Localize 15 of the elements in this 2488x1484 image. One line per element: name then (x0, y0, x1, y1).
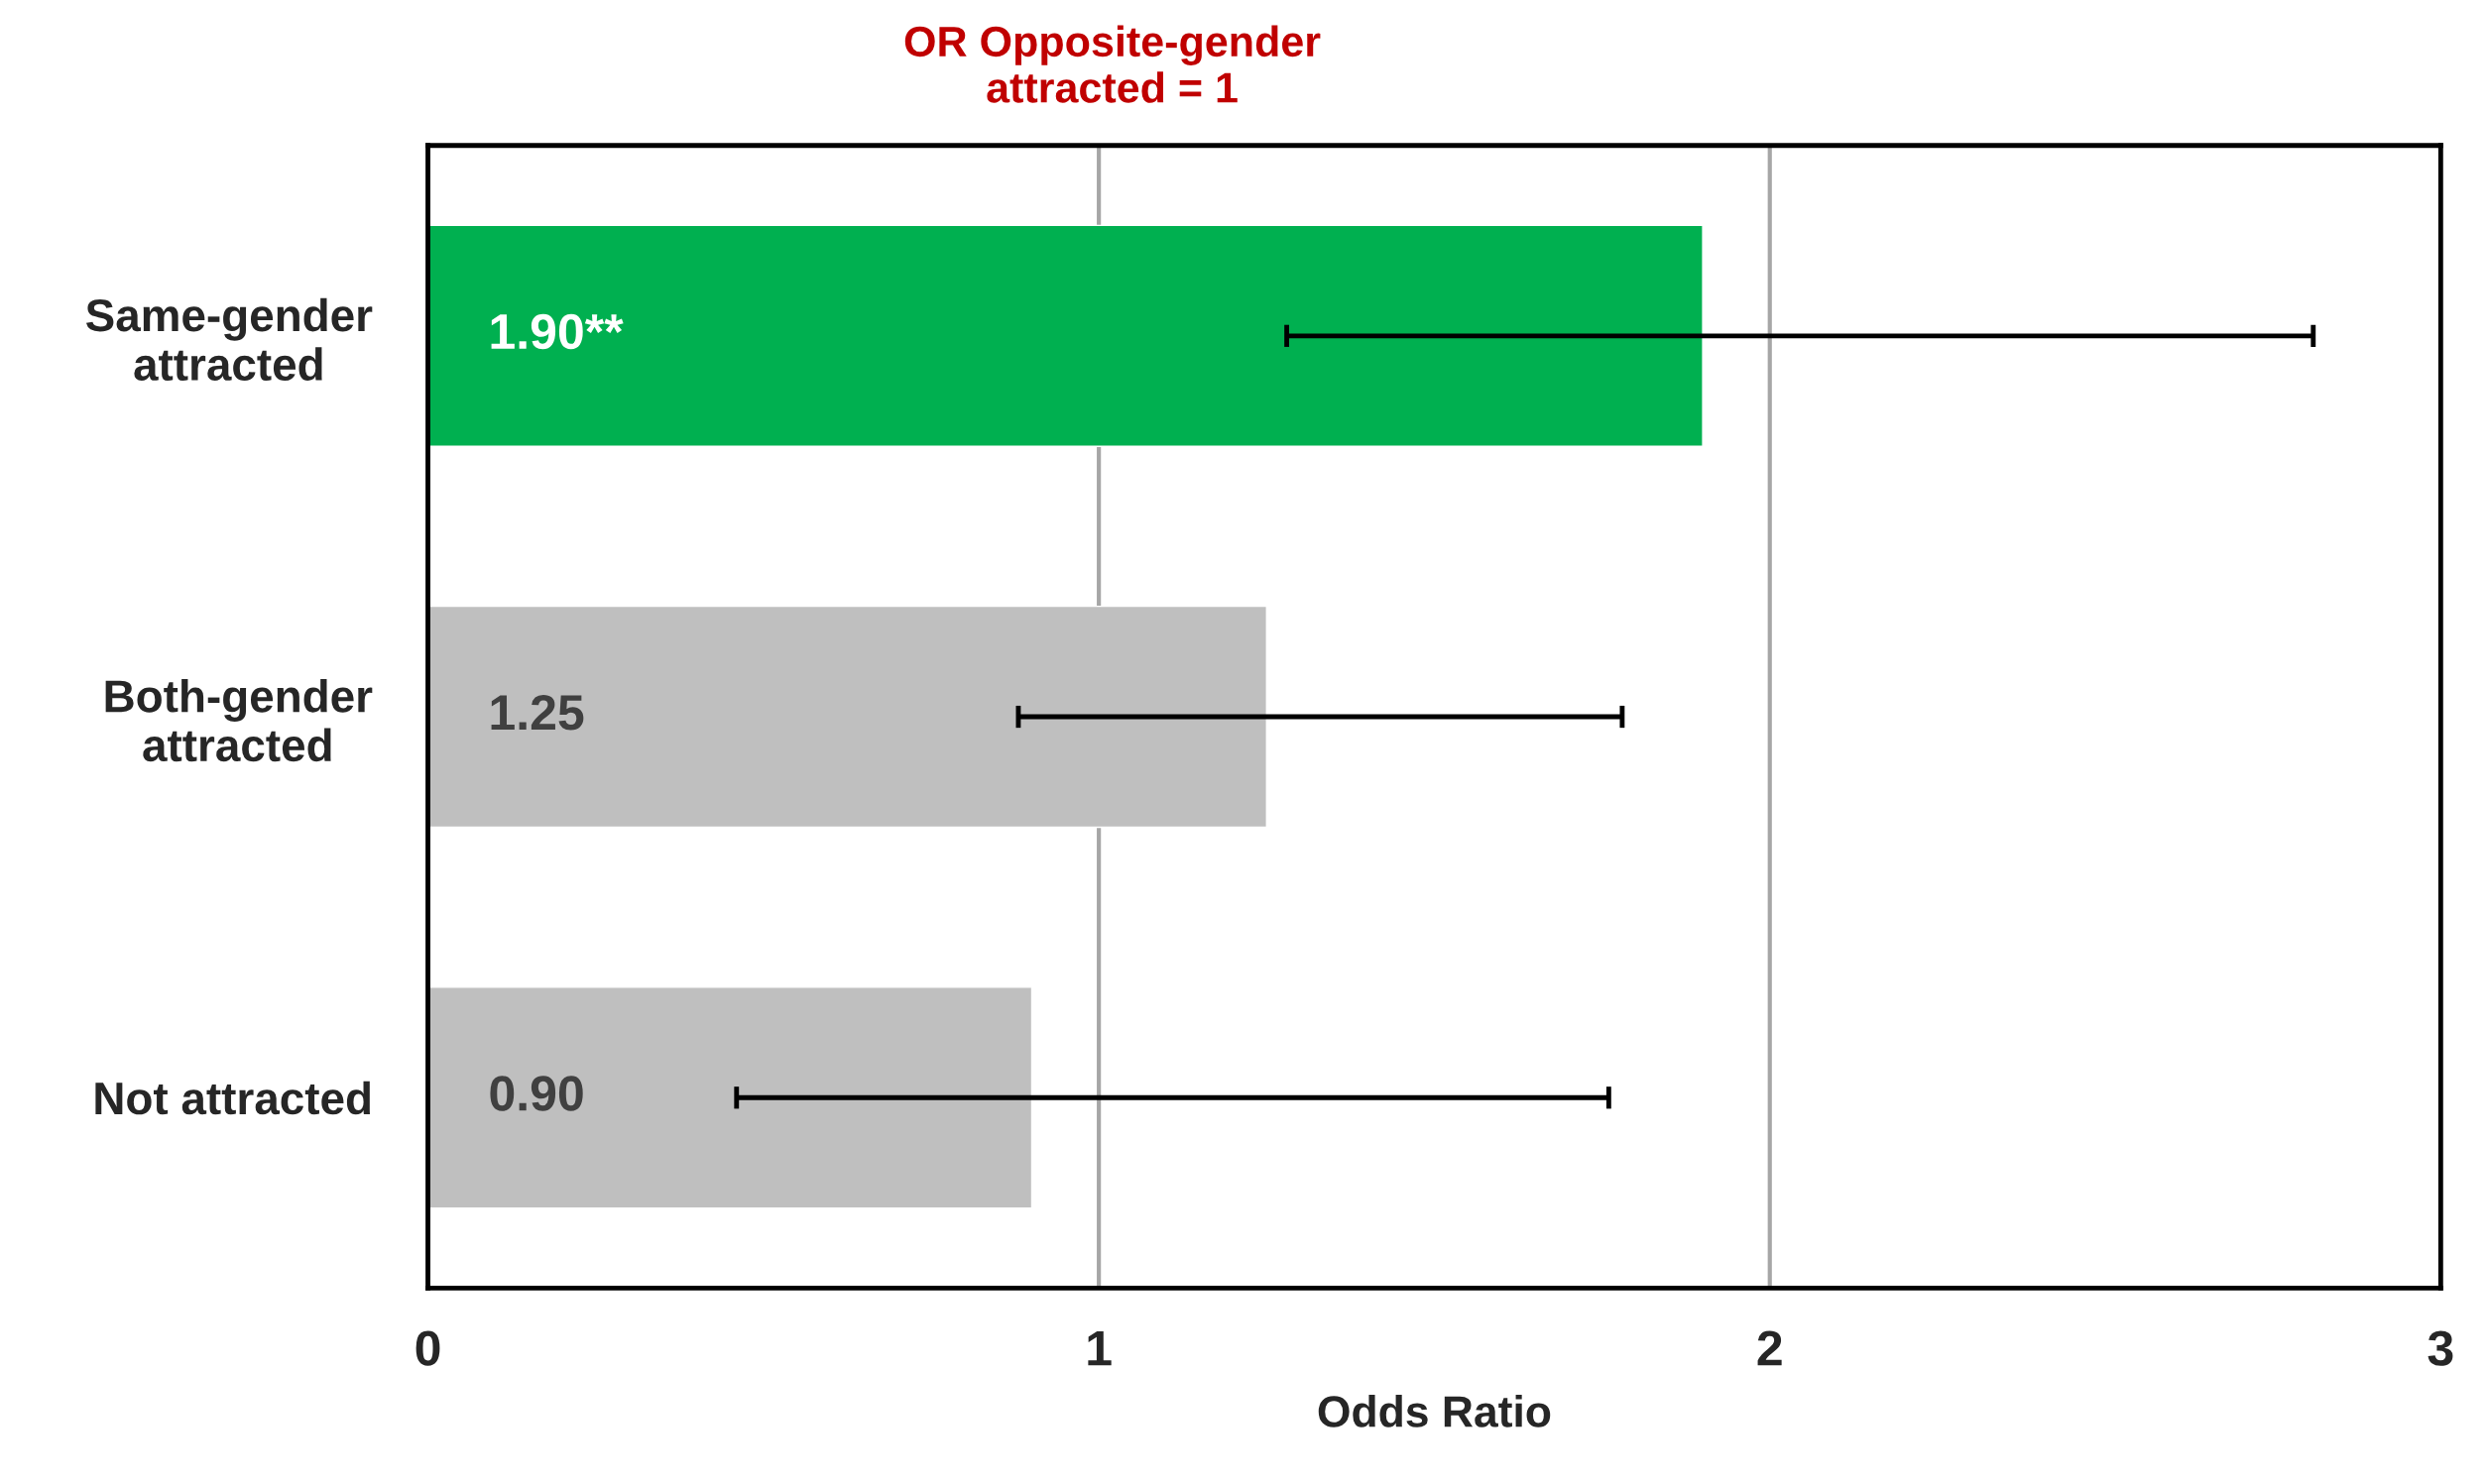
x-tick-label: 1 (1088, 1330, 1112, 1366)
y-tick-label: Not attracted (95, 1081, 370, 1115)
data-label: 1.25 (491, 695, 584, 731)
data-label: 0.90 (490, 1076, 583, 1111)
bar (427, 224, 1704, 447)
y-tick-label: Both-gender attracted (105, 678, 373, 762)
text: OR Opposite-gender attracted = 1 (904, 25, 1321, 103)
x-tick-label: 0 (415, 1330, 440, 1366)
bar (427, 986, 1033, 1209)
x-tick-label: 3 (2428, 1330, 2453, 1366)
y-tick-label: Same-gender attracted (85, 297, 373, 381)
data-label: 1.90** (491, 313, 624, 350)
x-axis-title: Odds Ratio (1318, 1395, 1551, 1427)
bar (427, 605, 1267, 829)
x-tick-label: 2 (1757, 1330, 1782, 1366)
